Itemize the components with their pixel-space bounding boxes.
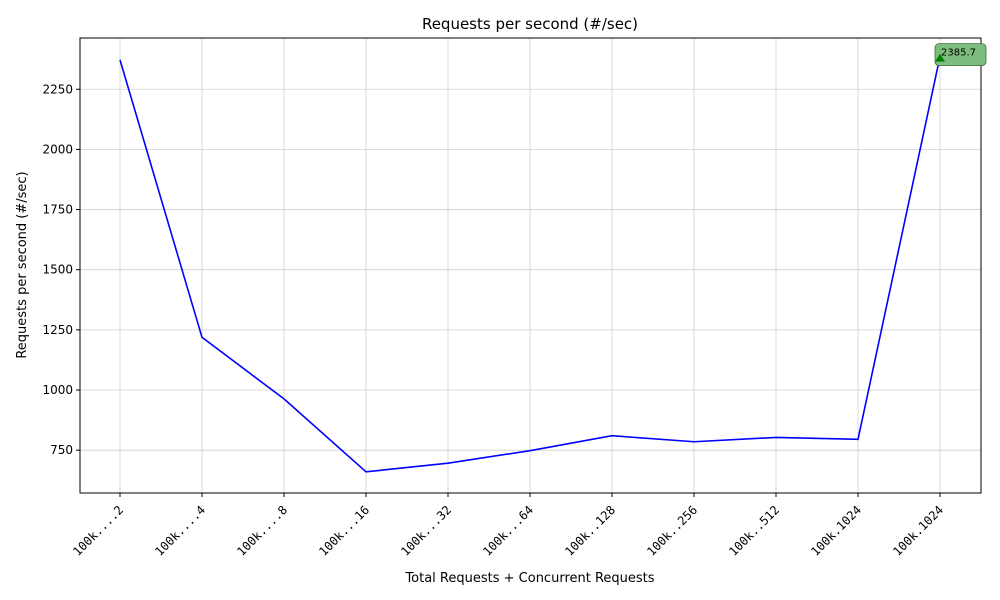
annotation-layer: 2385.7 (934, 43, 987, 66)
annotation-text: 2385.7 (941, 48, 976, 59)
grid-layer (80, 38, 981, 493)
y-tick-label: 1750 (42, 203, 73, 217)
y-tick-label: 1250 (42, 323, 73, 337)
y-tick-label: 2000 (42, 142, 73, 156)
annotation-box (934, 43, 987, 66)
y-tick-label: 2250 (42, 82, 73, 96)
y-axis-label: Requests per second (#/sec) (15, 171, 30, 358)
y-tick-label: 750 (50, 443, 73, 457)
y-tick-label: 1000 (42, 383, 73, 397)
x-axis-label: Total Requests + Concurrent Requests (404, 571, 654, 586)
annotation-marker (935, 53, 945, 62)
chart-title: Requests per second (#/sec) (422, 15, 638, 33)
y-tick-label: 1500 (42, 263, 73, 277)
